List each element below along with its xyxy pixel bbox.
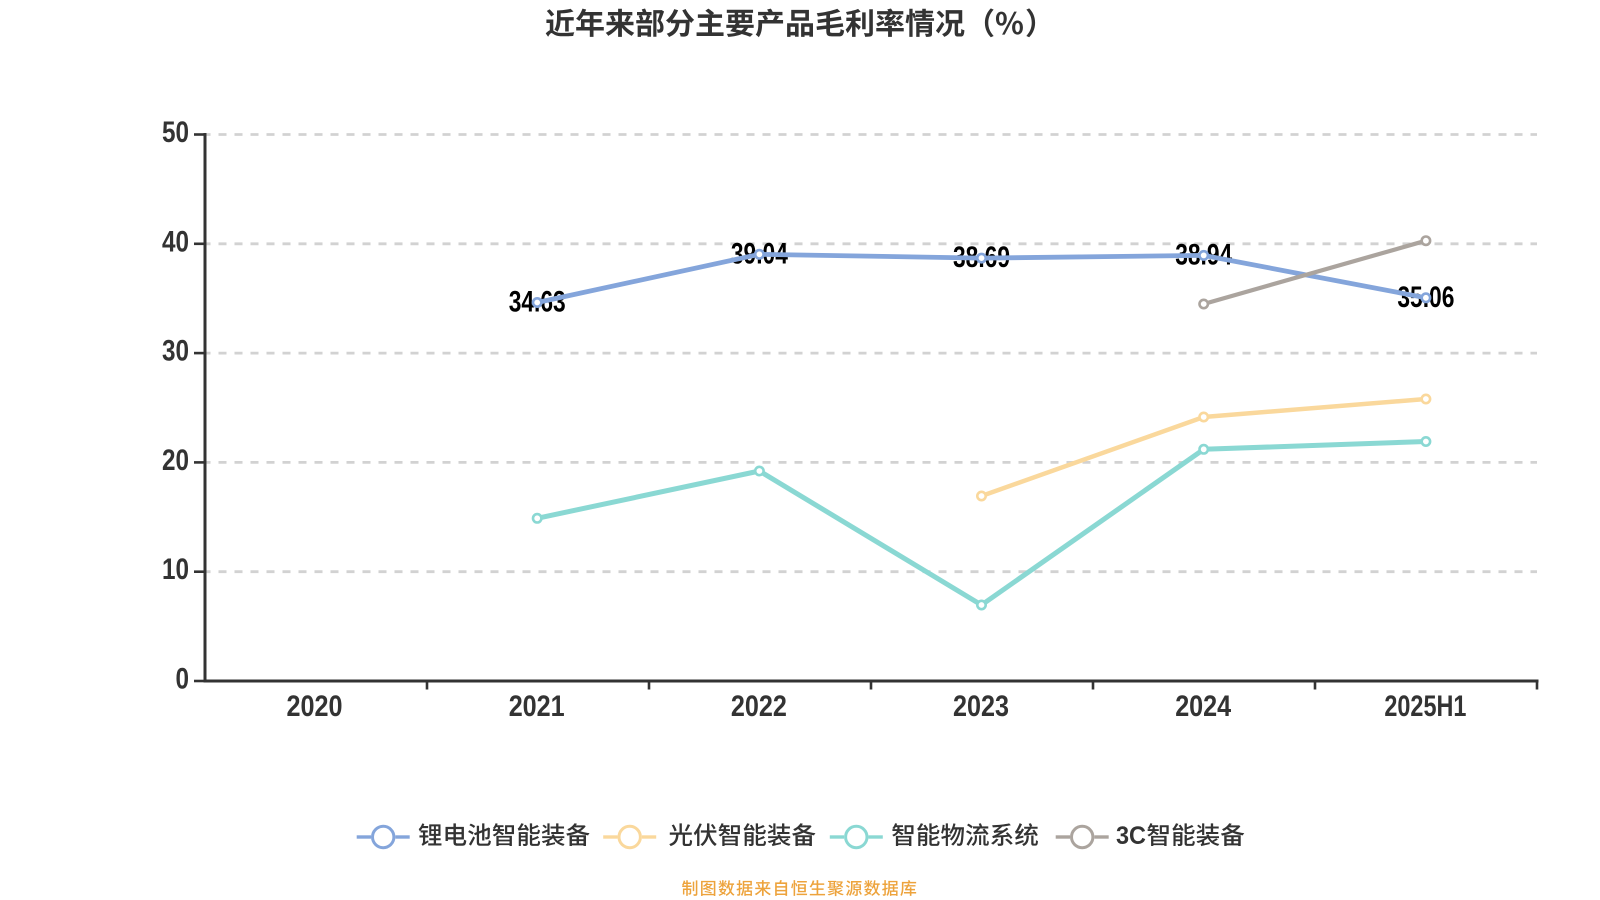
svg-text:2022: 2022 xyxy=(731,690,787,723)
svg-text:2023: 2023 xyxy=(953,690,1009,723)
svg-text:2025H1: 2025H1 xyxy=(1384,690,1466,723)
svg-text:0: 0 xyxy=(176,663,190,696)
svg-text:50: 50 xyxy=(162,116,189,149)
svg-text:2021: 2021 xyxy=(509,690,565,723)
svg-text:20: 20 xyxy=(162,444,189,477)
svg-text:3C: 3C xyxy=(1116,822,1146,850)
svg-text:40: 40 xyxy=(162,225,189,258)
svg-text:2024: 2024 xyxy=(1175,690,1231,723)
svg-text:30: 30 xyxy=(162,335,189,368)
svg-text:2020: 2020 xyxy=(287,690,343,723)
svg-text:10: 10 xyxy=(162,553,189,586)
